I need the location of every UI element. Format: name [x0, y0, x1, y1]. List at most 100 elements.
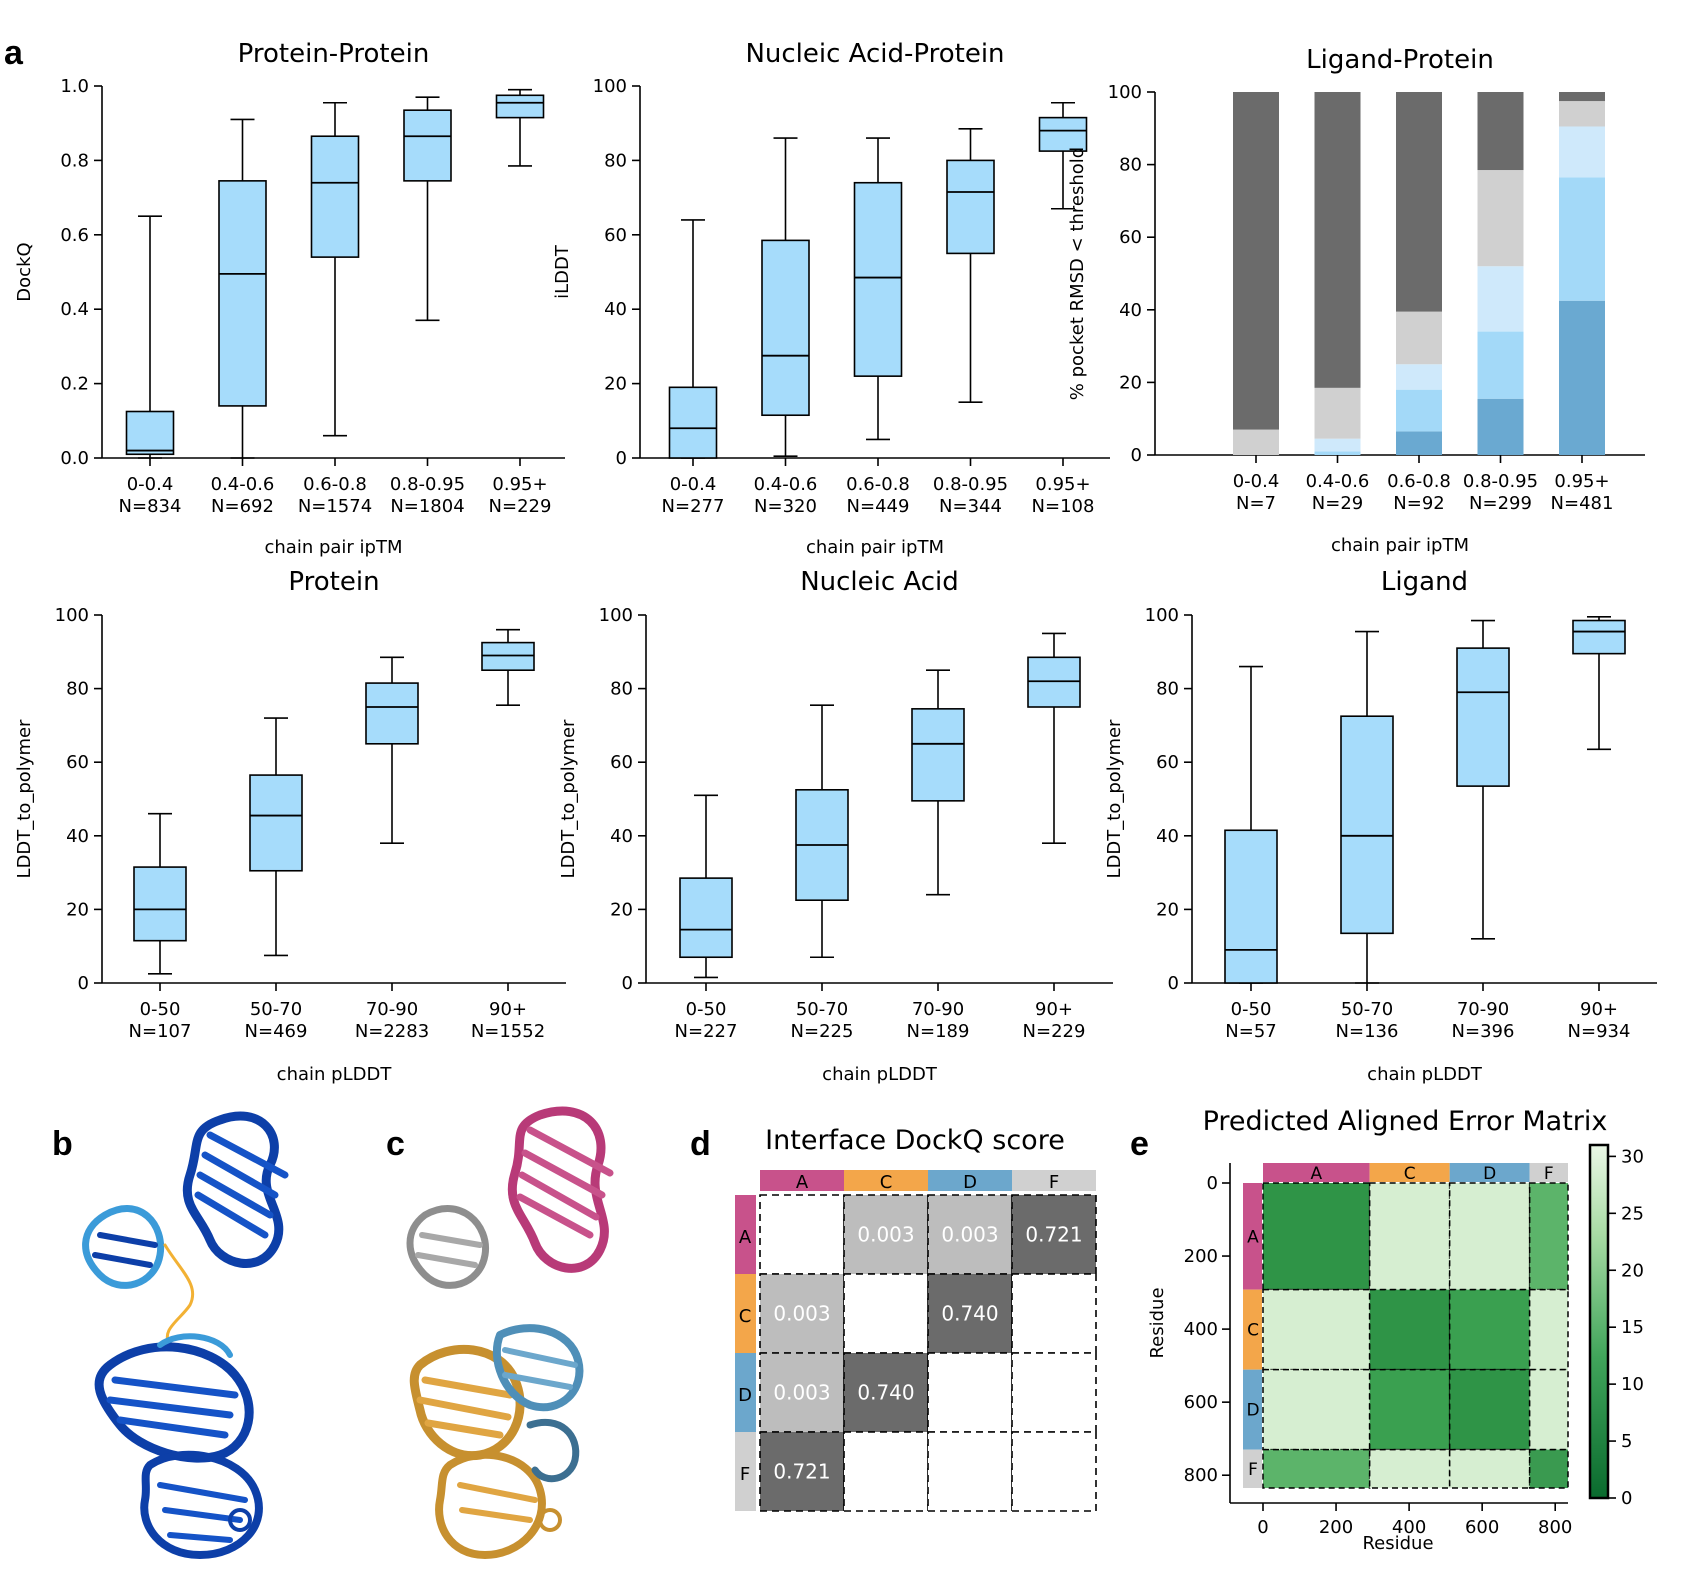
- panel-letter-b: b: [52, 1125, 73, 1163]
- y-tick-label: 40: [610, 826, 633, 847]
- chain-label-left: F: [740, 1464, 750, 1485]
- box-1: [761, 137, 810, 457]
- pae-chain-label-top: F: [1544, 1164, 1554, 1184]
- y-tick-label: 80: [604, 150, 627, 171]
- y-tick-label: 40: [66, 826, 89, 847]
- heatmap-cell: [843, 1352, 929, 1433]
- chain-label-left: A: [739, 1227, 752, 1248]
- chart-title: Ligand-Protein: [1306, 45, 1494, 75]
- pae-chain-label-top: C: [1404, 1164, 1416, 1184]
- x-tick-label: 0.6-0.8: [303, 474, 367, 495]
- chain-bar-left: [735, 1432, 756, 1511]
- x-count-label: N=396: [1452, 1021, 1515, 1042]
- x-axis-label: chain pair ipTM: [265, 537, 403, 558]
- y-axis-label: LDDT_to_polymer: [558, 719, 579, 879]
- colorbar-tick-label: 0: [1621, 1488, 1632, 1509]
- y-axis-label: LDDT_to_polymer: [14, 719, 35, 879]
- box-body: [403, 109, 452, 182]
- y-tick-label: 40: [1156, 826, 1179, 847]
- pae-x-tick-label: 600: [1465, 1517, 1499, 1538]
- stacked-bar-segment: [1559, 101, 1605, 127]
- pae-block: [1262, 1182, 1371, 1291]
- chain-bar-top: [928, 1170, 1012, 1191]
- chain-bar-left: [735, 1195, 756, 1274]
- pae-chain-bar-left: [1243, 1183, 1262, 1290]
- y-axis-label: DockQ: [14, 242, 35, 301]
- stacked-bar-segment: [1233, 92, 1279, 430]
- pae-block: [1262, 1368, 1371, 1451]
- heatmap-cell-value: 0.740: [857, 1381, 914, 1405]
- x-count-label: N=692: [211, 496, 274, 517]
- x-tick-label: 70-90: [1457, 999, 1509, 1020]
- x-count-label: N=108: [1032, 496, 1095, 517]
- x-axis-label: chain pLDDT: [1367, 1064, 1483, 1085]
- y-tick-label: 100: [1108, 82, 1142, 103]
- heatmap-cell: [843, 1273, 929, 1354]
- pae-block: [1368, 1368, 1451, 1451]
- box-1: [795, 704, 849, 959]
- stacked-bar-segment: [1477, 92, 1524, 171]
- chart-4: Nucleic Acid 0 20 40 60 80 100 LDDT_to_polymerc…: [558, 567, 1113, 1085]
- y-tick-label: 0: [616, 448, 627, 469]
- chain-label-top: D: [963, 1172, 977, 1193]
- stacked-bar-segment: [1233, 429, 1279, 455]
- pae-block: [1448, 1448, 1531, 1489]
- x-count-label: N=1804: [390, 496, 464, 517]
- pae-block: [1528, 1448, 1569, 1489]
- pae-x-tick-label: 800: [1538, 1517, 1572, 1538]
- x-tick-label: 90+: [1580, 999, 1618, 1020]
- box-body: [133, 866, 187, 942]
- box-3: [1572, 616, 1626, 751]
- stacked-bar-segment: [1477, 398, 1524, 455]
- box-body: [1224, 829, 1278, 984]
- y-tick-label: 0.6: [60, 225, 89, 246]
- x-tick-label: 0.6-0.8: [846, 474, 910, 495]
- y-tick-label: 0: [78, 973, 89, 994]
- stacked-bar-segment: [1559, 92, 1605, 102]
- heatmap-cell: [1011, 1273, 1097, 1354]
- box-body: [1456, 647, 1510, 787]
- stacked-bar-segment: [1396, 311, 1442, 365]
- y-tick-label: 80: [66, 679, 89, 700]
- box-1: [249, 717, 303, 957]
- heatmap-cell: [927, 1352, 1013, 1433]
- box-1: [1340, 630, 1394, 984]
- heatmap-title: Interface DockQ score: [765, 1125, 1065, 1156]
- heatmap-cell: [927, 1431, 1013, 1512]
- x-axis-label: chain pair ipTM: [1331, 535, 1469, 556]
- pae-chain-label-left: F: [1248, 1460, 1258, 1480]
- stacked-bar-segment: [1396, 389, 1442, 432]
- panel-letter-a: a: [4, 34, 23, 72]
- chain-label-left: D: [738, 1385, 752, 1406]
- protein-structure-c: [406, 1106, 614, 1559]
- pae-block: [1368, 1182, 1451, 1291]
- y-tick-label: 100: [1145, 605, 1179, 626]
- pae-block: [1528, 1288, 1569, 1371]
- x-count-label: N=2283: [355, 1021, 429, 1042]
- heatmap-cell-value: 0.003: [773, 1302, 830, 1326]
- x-count-label: N=277: [662, 496, 725, 517]
- box-0: [1224, 665, 1278, 984]
- heatmap-cell: [759, 1273, 845, 1354]
- colorbar-tick-label: 15: [1621, 1317, 1644, 1338]
- chain-label-top: A: [796, 1172, 809, 1193]
- x-axis-label: chain pLDDT: [822, 1064, 938, 1085]
- pae-chain-bar-left: [1243, 1369, 1262, 1450]
- chart-2: Ligand-Protein 0 20 40 60 80 100 % pocket RMSD …: [1067, 45, 1645, 556]
- chain-bar-top: [1012, 1170, 1096, 1191]
- chain-bar-left: [735, 1274, 756, 1353]
- pae-block: [1528, 1182, 1569, 1291]
- colorbar-tick-label: 25: [1621, 1203, 1644, 1224]
- stacked-bar-segment: [1559, 300, 1605, 455]
- pae-chain-bar-left: [1243, 1289, 1262, 1370]
- stacked-bar-segment: [1477, 331, 1524, 399]
- x-tick-label: 50-70: [796, 999, 848, 1020]
- y-tick-label: 100: [55, 605, 89, 626]
- x-count-label: N=7: [1236, 493, 1276, 514]
- box-body: [1572, 619, 1626, 655]
- pae-title: Predicted Aligned Error Matrix: [1203, 1106, 1608, 1137]
- y-axis-label: % pocket RMSD < threshold: [1067, 147, 1088, 400]
- y-tick-label: 20: [610, 899, 633, 920]
- stacked-bar-segment: [1314, 438, 1361, 452]
